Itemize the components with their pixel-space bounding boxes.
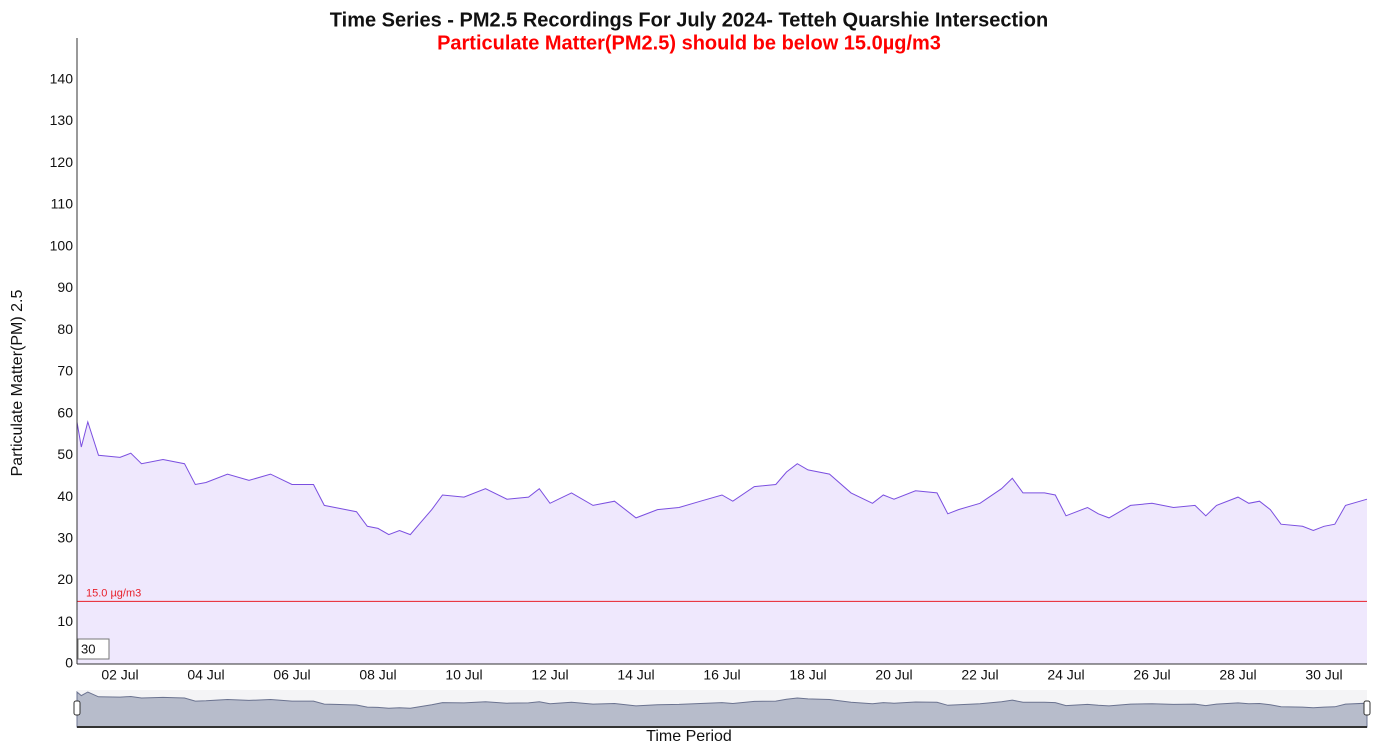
y-tick-label: 130	[50, 112, 74, 128]
navigator-area	[76, 690, 1368, 728]
y-tick-label: 20	[57, 571, 73, 587]
x-tick-label: 30 Jul	[1305, 667, 1342, 683]
navigator-handle[interactable]	[73, 700, 81, 716]
y-tick-label: 100	[50, 237, 74, 253]
series-line	[76, 420, 1368, 536]
y-tick-label: 80	[57, 321, 73, 337]
x-tick-label: 14 Jul	[617, 667, 654, 683]
y-tick-label: 110	[51, 196, 74, 212]
y-tick-label: 90	[57, 279, 73, 295]
chart-subtitle: Particulate Matter(PM2.5) should be belo…	[437, 32, 941, 54]
x-tick-label: 02 Jul	[101, 667, 138, 683]
x-tick-label: 22 Jul	[961, 667, 998, 683]
x-tick-label: 18 Jul	[789, 667, 826, 683]
x-tick-label: 10 Jul	[445, 667, 482, 683]
x-tick-label: 24 Jul	[1047, 667, 1084, 683]
window-input[interactable]	[77, 638, 110, 660]
y-tick-label: 60	[57, 404, 73, 420]
y-tick-label: 0	[65, 655, 73, 671]
y-tick-label: 70	[57, 363, 73, 379]
x-tick-label: 26 Jul	[1133, 667, 1170, 683]
y-tick-label: 40	[57, 488, 73, 504]
x-tick-label: 08 Jul	[359, 667, 396, 683]
y-tick-label: 30	[57, 530, 73, 546]
chart-title: Time Series - PM2.5 Recordings For July …	[330, 9, 1048, 31]
x-tick-label: 20 Jul	[875, 667, 912, 683]
x-tick-label: 06 Jul	[273, 667, 310, 683]
area-fill	[77, 421, 1367, 664]
navigator-handle[interactable]	[1363, 700, 1371, 716]
y-tick-label: 50	[57, 446, 73, 462]
y-tick-label: 10	[57, 613, 73, 629]
x-tick-label: 16 Jul	[703, 667, 740, 683]
y-tick-label: 140	[50, 70, 74, 86]
x-tick-label: 28 Jul	[1219, 667, 1256, 683]
x-axis-label: Time Period	[646, 728, 732, 745]
reference-label: 15.0 µg/m3	[86, 587, 141, 599]
window-input-value[interactable]: 30	[81, 641, 95, 656]
x-tick-label: 12 Jul	[531, 667, 568, 683]
x-tick-label: 04 Jul	[187, 667, 224, 683]
y-axis-label: Particulate Matter(PM) 2.5	[9, 290, 26, 477]
y-tick-label: 120	[50, 154, 74, 170]
